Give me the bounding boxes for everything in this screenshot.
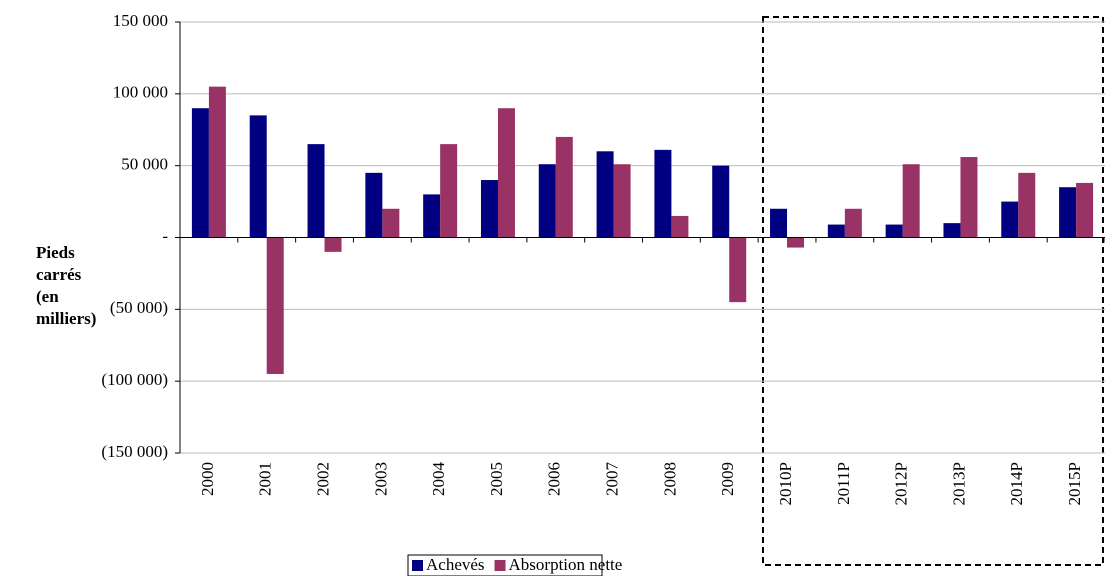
bar [1059,187,1077,238]
bar [827,224,845,238]
x-tick-label: 2014P [1007,462,1026,505]
bar [960,157,978,238]
x-tick-label: 2006 [545,462,564,496]
bar [1001,201,1019,238]
bar [423,194,441,238]
projection-box [762,16,1104,566]
x-tick-label: 2015P [1065,462,1084,505]
legend-label: Absorption nette [509,555,623,574]
y-tick-label: - [162,226,168,245]
bar [902,164,920,238]
legend-swatch [494,560,506,571]
bar [208,86,226,238]
bar [729,237,747,303]
bar [538,164,556,238]
bar [382,208,400,238]
legend-label: Achevés [426,555,485,574]
x-tick-label: 2000 [198,462,217,496]
x-tick-label: 2010P [776,462,795,505]
x-tick-label: 2007 [603,462,622,497]
x-tick-label: 2008 [660,462,679,496]
bar [844,208,862,238]
bar [596,151,614,238]
bar [497,108,515,238]
bar [440,144,458,238]
x-tick-label: 2004 [429,462,448,497]
bar [1076,182,1094,238]
y-tick-label: 50 000 [121,155,168,174]
bar [943,223,961,238]
x-tick-label: 2005 [487,462,506,496]
x-tick-label: 2001 [256,462,275,496]
x-tick-label: 2013P [949,462,968,505]
y-tick-label: 100 000 [113,83,168,102]
y-axis-label: Pieds [36,243,75,262]
bar [1018,172,1036,238]
bar [770,208,788,238]
y-tick-label: (150 000) [101,442,168,461]
x-tick-label: 2012P [892,462,911,505]
bar [885,224,903,238]
x-tick-label: 2009 [718,462,737,496]
bar [654,149,672,238]
bar [555,136,573,238]
bar [787,237,805,248]
bar [324,237,342,252]
bar [712,165,730,238]
bar [307,144,325,238]
x-tick-label: 2011P [834,462,853,505]
x-tick-label: 2002 [313,462,332,496]
y-axis-label: (en [36,287,59,306]
bar [266,237,284,374]
bar [365,172,383,238]
y-tick-label: (100 000) [101,370,168,389]
legend-swatch [412,560,423,571]
bar [613,164,631,238]
y-tick-label: 150 000 [113,11,168,30]
bar [671,215,689,238]
bar [480,180,498,238]
bar [191,108,209,238]
x-tick-label: 2003 [371,462,390,496]
y-axis-label: milliers) [36,309,96,328]
bar [249,115,267,238]
y-tick-label: (50 000) [110,298,168,317]
y-axis-label: carrés [36,265,82,284]
